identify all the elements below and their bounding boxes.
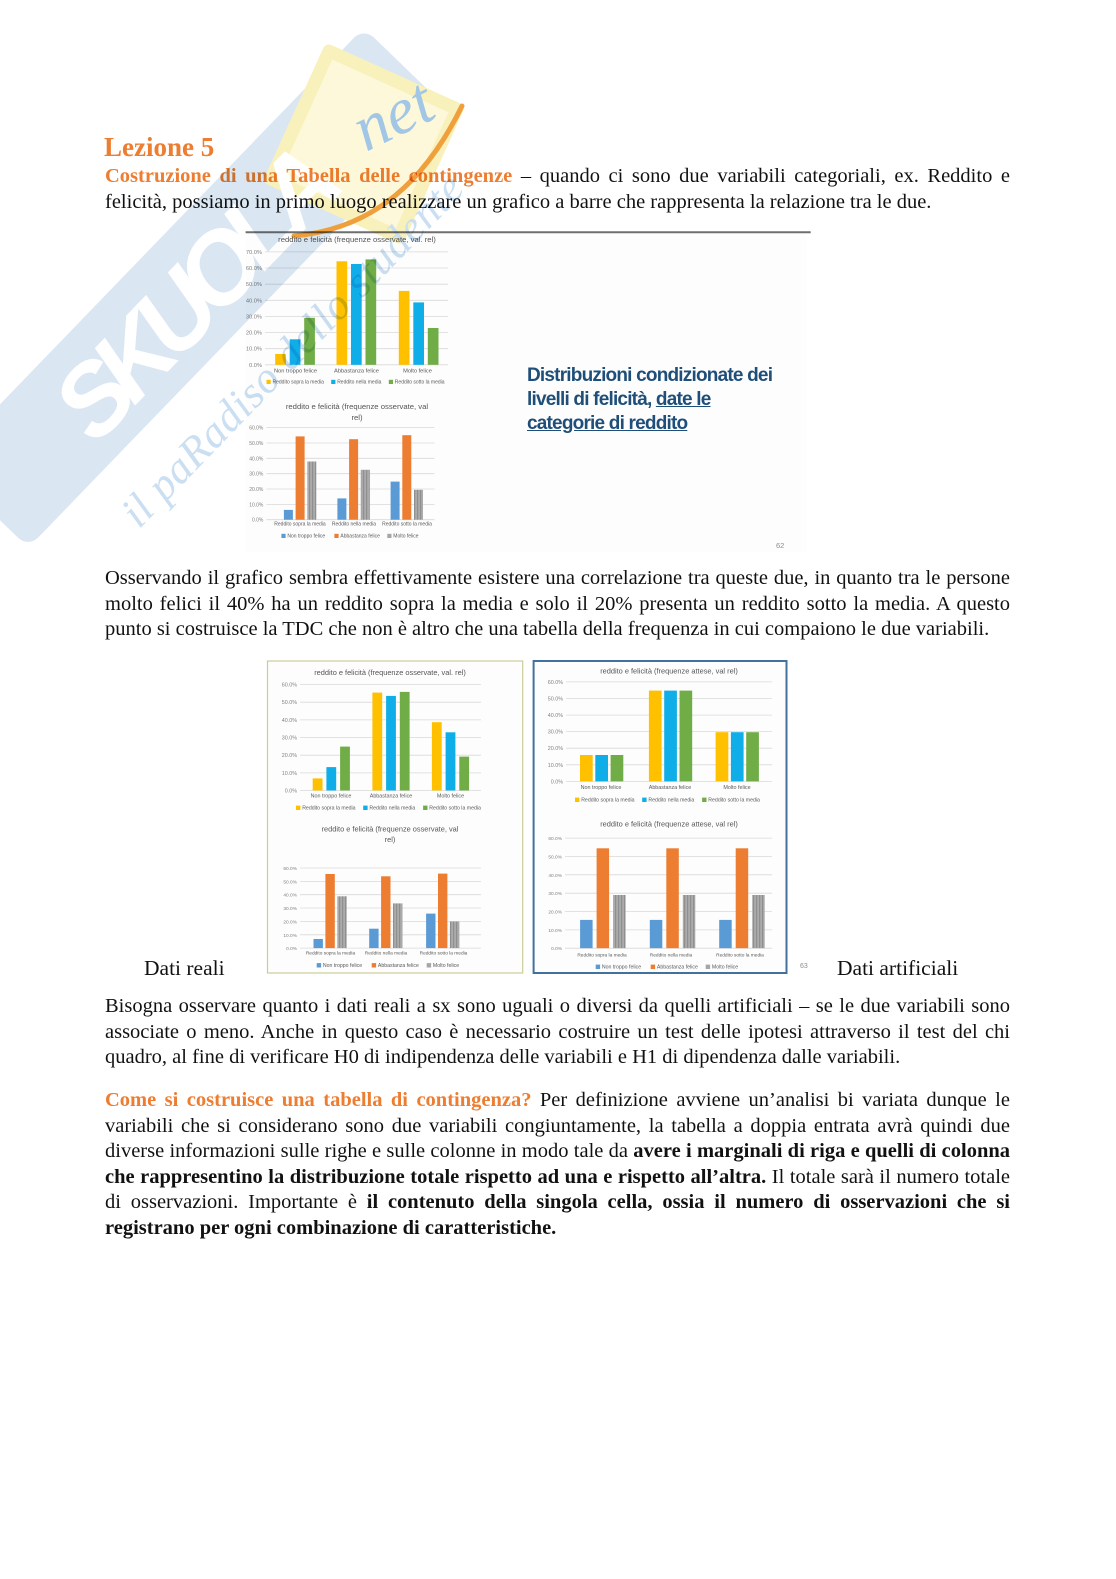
svg-text:Reddito sotto la media: Reddito sotto la media — [382, 522, 432, 528]
svg-text:Reddito sopra la media: Reddito sopra la media — [302, 806, 355, 812]
svg-text:63: 63 — [800, 963, 808, 970]
svg-text:20.0%: 20.0% — [246, 331, 262, 337]
svg-text:10.0%: 10.0% — [548, 928, 562, 934]
svg-text:30.0%: 30.0% — [548, 730, 563, 736]
svg-text:reddito e felicità (frequenze: reddito e felicità (frequenze osservate,… — [286, 402, 429, 411]
svg-text:Reddito sotto la media: Reddito sotto la media — [395, 380, 445, 386]
svg-text:30.0%: 30.0% — [249, 472, 264, 478]
svg-text:Reddito nella media: Reddito nella media — [365, 951, 408, 957]
svg-text:60.0%: 60.0% — [282, 683, 297, 689]
svg-text:50.0%: 50.0% — [548, 697, 563, 703]
svg-text:Molto felice: Molto felice — [437, 794, 464, 800]
svg-text:Reddito nella media: Reddito nella media — [332, 522, 376, 528]
svg-text:0.0%: 0.0% — [551, 946, 563, 952]
svg-text:50.0%: 50.0% — [283, 879, 297, 885]
svg-text:0.0%: 0.0% — [252, 518, 264, 524]
svg-text:Molto felice: Molto felice — [403, 369, 432, 375]
svg-text:Reddito sotto la media: Reddito sotto la media — [716, 953, 764, 959]
svg-text:SKUOLA: SKUOLA — [31, 128, 358, 461]
svg-text:Reddito sotto la media: Reddito sotto la media — [420, 951, 468, 957]
svg-text:Reddito nella media: Reddito nella media — [337, 380, 381, 386]
svg-text:0.0%: 0.0% — [249, 363, 262, 369]
svg-text:Molto felice: Molto felice — [433, 963, 459, 969]
svg-text:reddito e felicità (frequenze: reddito e felicità (frequenze osservate,… — [278, 235, 436, 244]
svg-text:60.0%: 60.0% — [548, 836, 562, 842]
svg-text:10.0%: 10.0% — [283, 933, 297, 939]
svg-text:30.0%: 30.0% — [283, 906, 297, 912]
svg-text:0.0%: 0.0% — [551, 779, 563, 785]
svg-text:Non troppo felice: Non troppo felice — [311, 794, 352, 800]
svg-text:Abbastanza felice: Abbastanza felice — [649, 785, 692, 791]
svg-text:50.0%: 50.0% — [548, 855, 562, 861]
svg-text:10.0%: 10.0% — [548, 763, 563, 769]
svg-text:20.0%: 20.0% — [283, 919, 297, 925]
svg-text:Non troppo felice: Non troppo felice — [323, 963, 362, 969]
svg-text:30.0%: 30.0% — [282, 736, 297, 742]
svg-text:Molto felice: Molto felice — [712, 965, 738, 971]
svg-text:40.0%: 40.0% — [548, 713, 563, 719]
svg-text:Reddito sopra la media: Reddito sopra la media — [274, 522, 326, 528]
svg-text:50.0%: 50.0% — [282, 700, 297, 706]
svg-text:30.0%: 30.0% — [548, 891, 562, 897]
svg-text:40.0%: 40.0% — [282, 718, 297, 724]
svg-text:60.0%: 60.0% — [548, 680, 563, 686]
svg-text:Non troppo felice: Non troppo felice — [602, 965, 641, 971]
svg-text:Reddito nella media: Reddito nella media — [648, 798, 694, 804]
svg-text:62: 62 — [776, 541, 784, 550]
svg-text:reddito e felicità (frequenze: reddito e felicità (frequenze attese, va… — [600, 667, 738, 676]
svg-text:10.0%: 10.0% — [249, 502, 264, 508]
svg-text:Abbastanza felice: Abbastanza felice — [334, 369, 379, 375]
svg-text:0.0%: 0.0% — [285, 789, 297, 795]
svg-text:50.0%: 50.0% — [249, 441, 264, 447]
svg-text:Reddito nella media: Reddito nella media — [369, 806, 415, 812]
svg-text:Reddito sopra la media: Reddito sopra la media — [306, 951, 356, 957]
svg-text:Reddito sopra la media: Reddito sopra la media — [273, 380, 325, 386]
svg-text:40.0%: 40.0% — [283, 893, 297, 899]
svg-text:Reddito sotto la media: Reddito sotto la media — [708, 798, 760, 804]
svg-text:Abbastanza felice: Abbastanza felice — [378, 963, 419, 969]
svg-text:10.0%: 10.0% — [246, 347, 262, 353]
svg-text:Reddito nella media: Reddito nella media — [650, 953, 693, 959]
svg-text:Abbastanza felice: Abbastanza felice — [340, 534, 380, 540]
svg-text:10.0%: 10.0% — [282, 771, 297, 777]
svg-text:reddito e felicità (frequenze: reddito e felicità (frequenze osservate,… — [322, 825, 459, 834]
svg-text:Reddito sopra la media: Reddito sopra la media — [581, 798, 634, 804]
svg-text:20.0%: 20.0% — [249, 487, 264, 493]
svg-text:40.0%: 40.0% — [548, 873, 562, 879]
svg-text:60.0%: 60.0% — [283, 866, 297, 872]
svg-text:30.0%: 30.0% — [246, 314, 262, 320]
svg-text:rel): rel) — [385, 835, 396, 844]
svg-text:20.0%: 20.0% — [282, 753, 297, 759]
svg-text:20.0%: 20.0% — [548, 746, 563, 752]
svg-text:60.0%: 60.0% — [249, 426, 264, 432]
svg-text:Reddito sopra la media: Reddito sopra la media — [577, 953, 627, 959]
svg-text:40.0%: 40.0% — [249, 456, 264, 462]
svg-text:reddito e felicità (frequenze: reddito e felicità (frequenze osservate,… — [314, 668, 466, 677]
svg-text:reddito e felicità (frequenze: reddito e felicità (frequenze attese, va… — [600, 820, 738, 829]
svg-text:Reddito sotto la media: Reddito sotto la media — [429, 806, 481, 812]
svg-text:Molto felice: Molto felice — [723, 785, 750, 791]
svg-text:Non troppo felice: Non troppo felice — [274, 369, 317, 375]
svg-text:20.0%: 20.0% — [548, 910, 562, 916]
svg-text:Abbastanza felice: Abbastanza felice — [370, 794, 413, 800]
svg-text:0.0%: 0.0% — [286, 946, 298, 952]
svg-text:Non troppo felice: Non troppo felice — [287, 534, 325, 540]
svg-text:Abbastanza felice: Abbastanza felice — [657, 965, 698, 971]
svg-text:rel): rel) — [351, 413, 363, 422]
svg-text:Molto felice: Molto felice — [393, 534, 419, 540]
svg-text:Non troppo felice: Non troppo felice — [581, 785, 622, 791]
